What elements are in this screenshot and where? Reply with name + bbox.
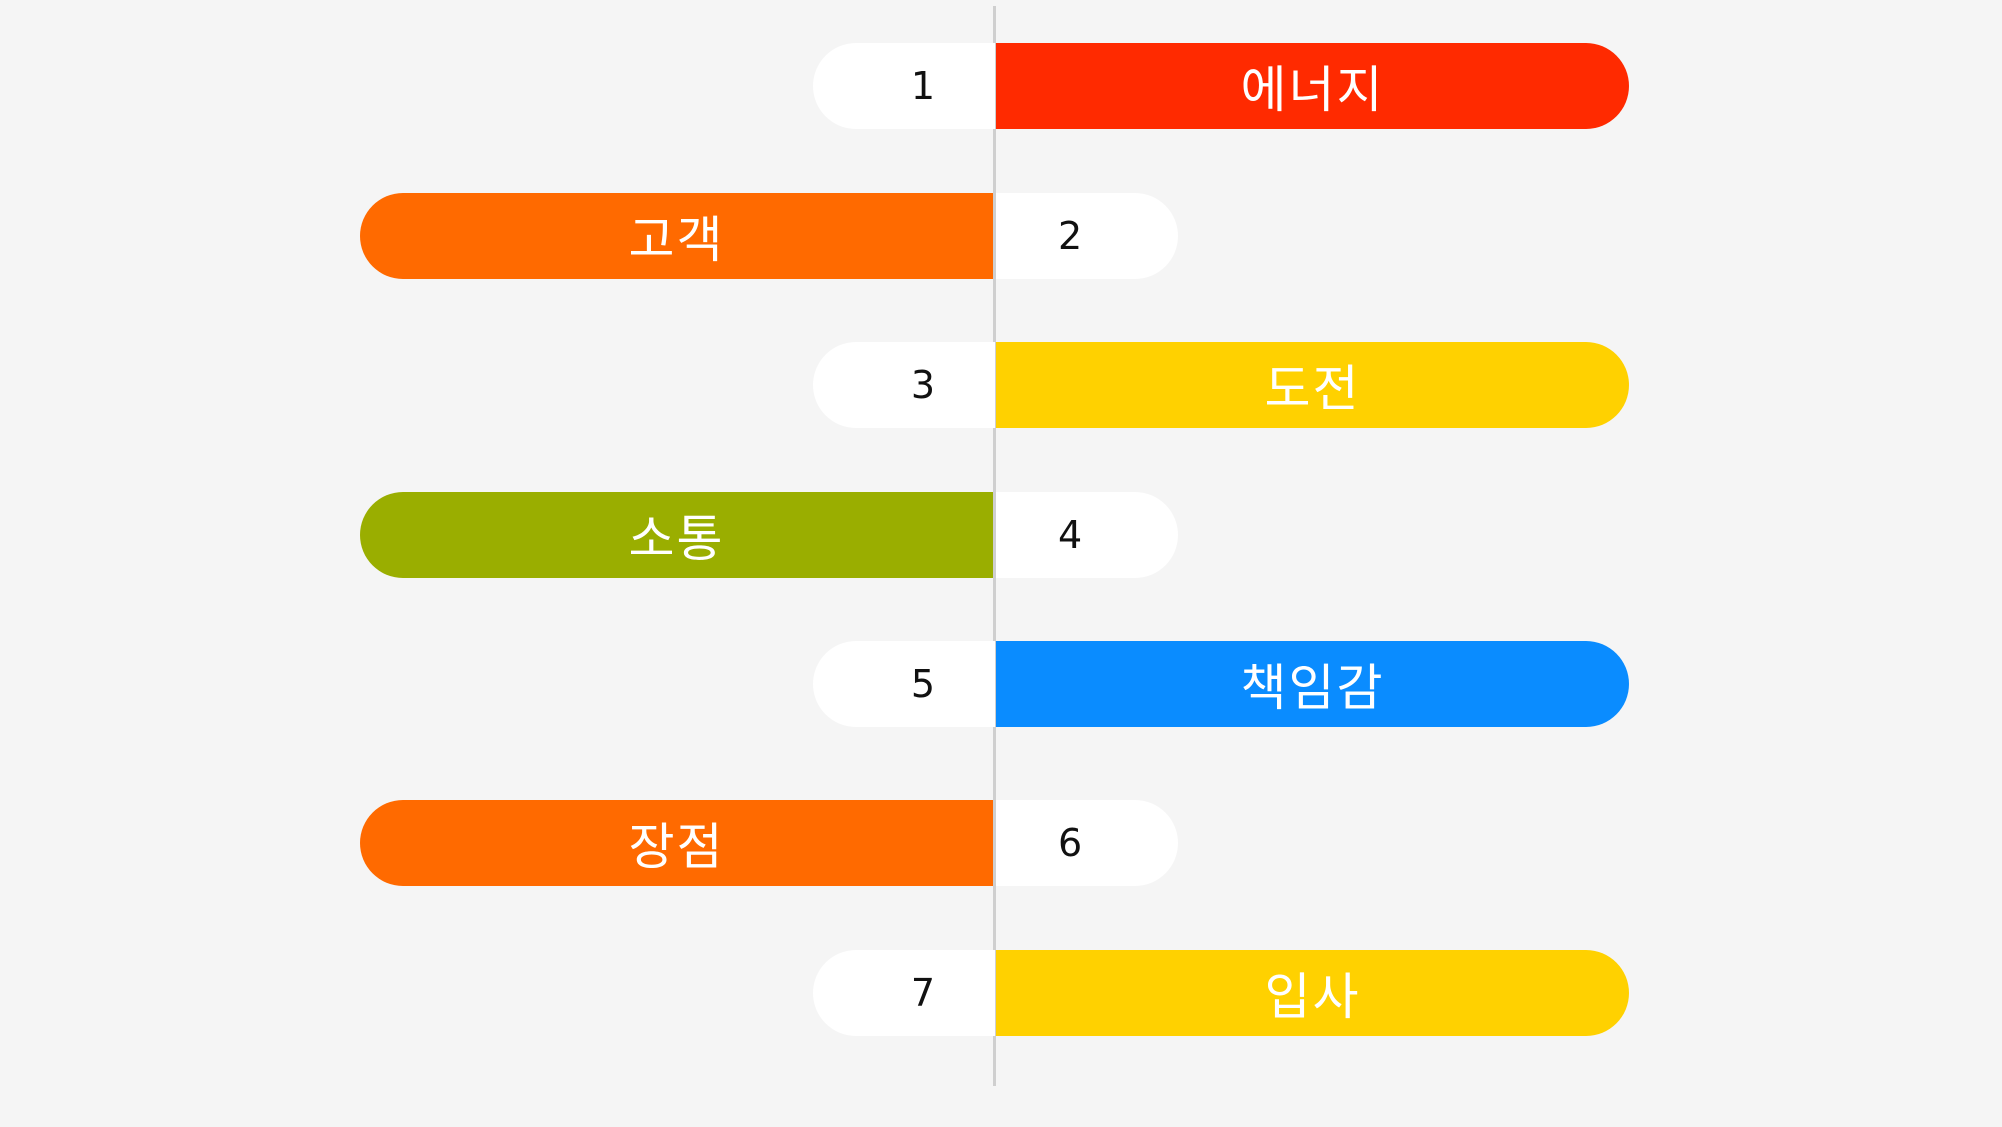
item-1-label: 에너지 [1240,61,1385,119]
item-7-number: 7 [910,971,935,1015]
item-7-label: 입사 [1264,968,1361,1026]
item-2-label-bar: 고객 [360,193,993,279]
item-3-number-badge: 3 [813,342,995,428]
item-7-number-badge: 7 [813,950,995,1036]
item-3-number: 3 [910,363,935,407]
item-7-label-bar: 입사 [996,950,1629,1036]
item-4-number: 4 [1058,513,1083,557]
item-6-number: 6 [1058,821,1083,865]
item-5-label-bar: 책임감 [996,641,1629,727]
item-1-number-badge: 1 [813,43,995,129]
item-1-number: 1 [910,64,935,108]
item-5-number-badge: 5 [813,641,995,727]
item-4-label-bar: 소통 [360,492,993,578]
item-4-label: 소통 [628,510,725,568]
item-2-label: 고객 [628,211,725,269]
item-2-number: 2 [1058,214,1083,258]
item-6-label-bar: 장점 [360,800,993,886]
item-5-label: 책임감 [1240,659,1385,717]
item-6-number-badge: 6 [996,800,1178,886]
item-5-number: 5 [910,662,935,706]
item-3-label: 도전 [1264,360,1361,418]
center-axis-line [993,6,996,1086]
item-1-label-bar: 에너지 [996,43,1629,129]
item-3-label-bar: 도전 [996,342,1629,428]
item-4-number-badge: 4 [996,492,1178,578]
item-2-number-badge: 2 [996,193,1178,279]
item-6-label: 장점 [628,818,725,876]
